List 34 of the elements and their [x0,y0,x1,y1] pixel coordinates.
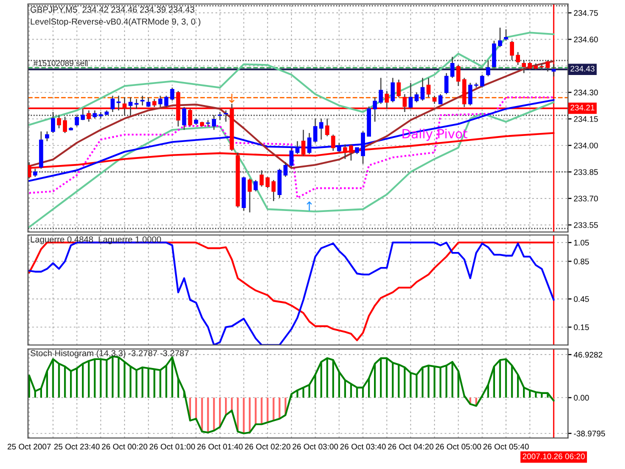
x-tick-label: 26 Oct 05:40 [483,444,529,450]
x-tick-label: 26 Oct 05:00 [436,444,482,450]
annotation: ↑ [306,202,312,211]
y-tick-label: 0.15 [574,324,589,330]
y-tick-label: 0.85 [574,258,589,264]
x-tick-label: 26 Oct 01:40 [197,444,243,450]
y-tick-label: 233.55 [574,222,598,228]
x-tick-label: 26 Oct 00:20 [102,444,148,450]
x-tick-label: 25 Oct 2007 [8,444,51,450]
x-tick-label: 26 Oct 03:00 [292,444,338,450]
y-tick-label: 0.00 [574,394,589,401]
y-tick-label: 234.15 [574,116,598,122]
y-tick-label: -38.9795 [574,430,606,436]
x-tick-label: 25 Oct 23:40 [54,444,100,450]
text: LevelStop-Reverse-vB0.4(ATRMode 9, 3, 0 ) [30,18,200,26]
x-tick-label: 26 Oct 02:20 [244,444,290,450]
ref-line-label: 234.21 [570,104,594,110]
y-tick-label: 234.60 [574,36,598,42]
y-tick-label: 1.05 [574,240,589,246]
y-tick-label: 233.70 [574,196,598,202]
x-tick-label: 26 Oct 03:40 [340,444,386,450]
ref-line-label: 234.43 [570,66,594,72]
ref-line-label: 2007.10.26 06:20 [522,453,585,460]
chart-title: GBPJPY,M5 234.42 234.46 234.39 234.43 [30,6,194,14]
ref-line-label: #15102089 sell [33,60,88,66]
y-tick-label: 46.9282 [574,352,602,358]
y-tick-label: 234.75 [574,10,598,16]
y-tick-label: 234.00 [574,142,598,148]
y-tick-label: 234.30 [574,90,598,96]
x-tick-label: 26 Oct 04:20 [388,444,434,450]
chart-title: Stoch Histogram (14,3,3) -3.2787 -3.2787 [30,350,189,358]
x-tick-label: 26 Oct 01:00 [150,444,195,450]
y-tick-label: 0.45 [574,296,589,302]
y-tick-label: 233.85 [574,169,598,175]
